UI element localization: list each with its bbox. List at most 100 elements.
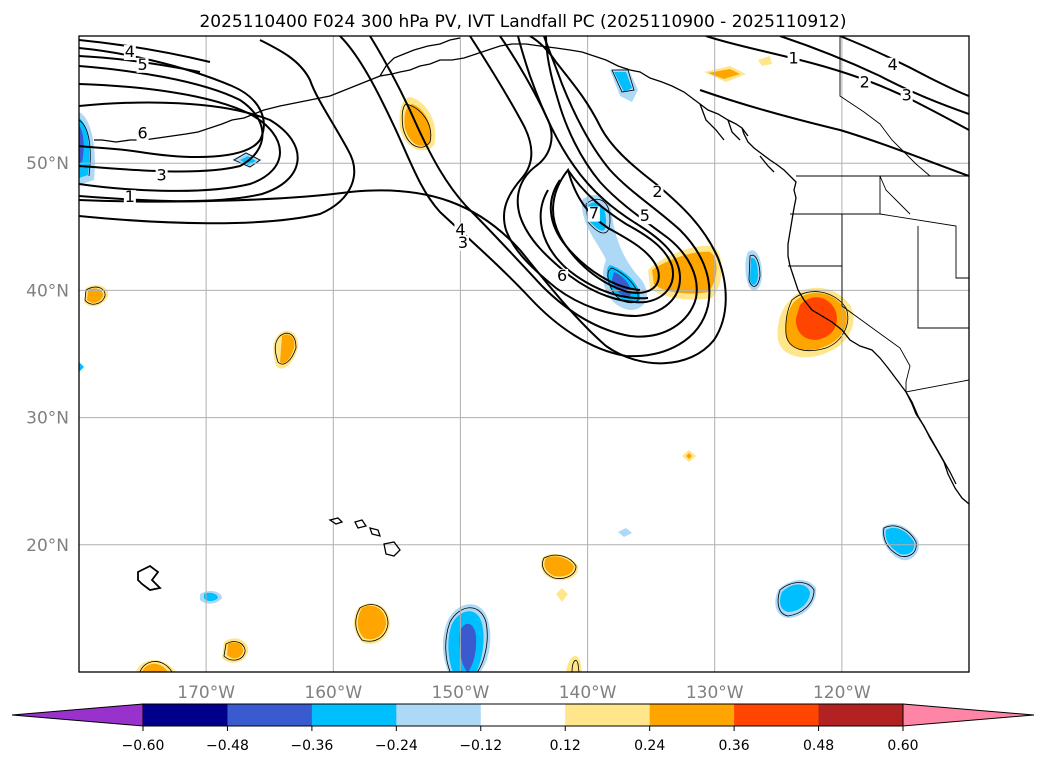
lat-tick-label: 30°N bbox=[26, 409, 69, 429]
pv-contours bbox=[79, 36, 969, 591]
pv-label-backdrop bbox=[123, 45, 136, 61]
outline bbox=[748, 254, 761, 287]
pv-label-backdrop bbox=[123, 190, 136, 206]
colorbar-tick-label: 0.48 bbox=[803, 738, 834, 754]
lon-tick-label: 120°W bbox=[813, 683, 871, 703]
border-states bbox=[788, 175, 969, 393]
pv-label-backdrop bbox=[136, 57, 149, 73]
anomaly-negative bbox=[885, 527, 915, 555]
coastlines bbox=[94, 37, 969, 557]
map-background bbox=[79, 36, 969, 672]
pv-label-backdrop bbox=[886, 57, 899, 73]
ivt-shading bbox=[79, 56, 919, 672]
pv-label-backdrop bbox=[456, 235, 469, 251]
anomaly-negative bbox=[750, 257, 758, 285]
pv-contour bbox=[779, 36, 969, 115]
anomaly-positive bbox=[357, 605, 386, 640]
pv-contour-label: 6 bbox=[557, 266, 567, 285]
colorbar-bin bbox=[143, 704, 228, 726]
lon-tick-label: 140°W bbox=[559, 683, 617, 703]
colorbar-bin bbox=[227, 704, 313, 726]
pv-contour-label: 5 bbox=[137, 55, 147, 74]
lat-tick-label: 20°N bbox=[26, 536, 69, 556]
pv-label-backdrop bbox=[900, 88, 913, 104]
pv-contour bbox=[79, 39, 356, 225]
coastline-north-america bbox=[629, 69, 969, 505]
pv-contour bbox=[339, 36, 711, 358]
outline bbox=[79, 119, 91, 177]
colorbar-tick-label: 0.24 bbox=[634, 738, 665, 754]
anomaly-negative bbox=[618, 528, 632, 537]
anomaly-negative bbox=[459, 623, 477, 672]
pv-label-backdrop bbox=[858, 75, 871, 91]
coastline-alaska-peninsula bbox=[271, 75, 381, 109]
anomaly-positive bbox=[708, 69, 740, 79]
pv-contour bbox=[499, 36, 674, 304]
outline bbox=[785, 291, 849, 351]
pv-contour-label: 4 bbox=[125, 42, 135, 61]
anomaly-negative bbox=[614, 72, 632, 92]
colorbar-bin bbox=[396, 704, 482, 726]
anomaly-positive bbox=[556, 588, 568, 602]
coastline-alaska-north bbox=[379, 37, 461, 77]
anomaly-negative bbox=[780, 584, 810, 612]
pv-label-backdrop bbox=[556, 268, 569, 284]
colorbar-bin bbox=[311, 704, 397, 726]
outline bbox=[571, 659, 580, 672]
pv-contour-label: 2 bbox=[652, 182, 662, 201]
pv-contour-label: 2 bbox=[860, 73, 870, 92]
border-canada-alaska bbox=[839, 36, 931, 177]
colorbar-extend-min bbox=[11, 703, 144, 727]
colorbar-tick-label: 0.36 bbox=[719, 738, 750, 754]
ivt-anomaly-outlines bbox=[79, 69, 917, 672]
pv-contour bbox=[705, 36, 969, 131]
colorbar-bin bbox=[565, 704, 651, 726]
coastline-baja bbox=[905, 391, 957, 485]
colorbar-tick-label: −0.12 bbox=[459, 738, 502, 754]
coastline-hawaii bbox=[328, 517, 401, 557]
lon-tick-label: 170°W bbox=[177, 683, 235, 703]
pv-contour bbox=[839, 36, 969, 97]
pv-label-backdrop bbox=[787, 51, 800, 67]
pv-contour-label: 7 bbox=[589, 204, 599, 223]
anomaly-positive bbox=[87, 288, 104, 303]
pv-contour-label: 5 bbox=[640, 206, 650, 225]
pv-contour bbox=[369, 36, 698, 338]
coastline-bc-islands bbox=[699, 103, 775, 173]
anomaly-positive bbox=[280, 334, 295, 364]
anomaly-negative bbox=[79, 362, 84, 372]
pv-contour bbox=[79, 83, 281, 192]
pv-label-backdrop bbox=[638, 209, 651, 225]
pv-label-backdrop bbox=[155, 168, 168, 184]
colorbar-bin bbox=[818, 704, 904, 726]
colorbar-bin bbox=[480, 704, 566, 726]
pv-contour-label: 3 bbox=[458, 233, 468, 252]
colorbar-tick-label: −0.48 bbox=[206, 738, 249, 754]
political-borders bbox=[788, 36, 969, 393]
pv-contour-label: 4 bbox=[455, 220, 465, 239]
pv-contour bbox=[539, 179, 649, 300]
outline bbox=[84, 286, 106, 305]
pv-contour bbox=[469, 36, 682, 318]
colorbar-tick-label: 0.60 bbox=[887, 738, 918, 754]
lon-tick-label: 150°W bbox=[432, 683, 490, 703]
lat-tick-label: 40°N bbox=[26, 281, 69, 301]
lon-tick-label: 160°W bbox=[304, 683, 362, 703]
lat-tick-label: 50°N bbox=[26, 154, 69, 174]
pv-contour-label: 3 bbox=[157, 165, 167, 184]
colorbar-extend-max bbox=[902, 703, 1035, 727]
outline bbox=[355, 604, 389, 642]
coastline-aleutians bbox=[94, 107, 273, 143]
outline bbox=[542, 554, 577, 579]
anomaly-positive bbox=[142, 663, 168, 672]
pv-label-backdrop bbox=[587, 206, 600, 222]
pv-label-backdrop bbox=[651, 185, 664, 200]
anomaly-negative bbox=[79, 125, 84, 164]
pv-contour-label: 4 bbox=[888, 55, 898, 74]
colorbar-tick-label: −0.60 bbox=[122, 738, 165, 754]
outline bbox=[274, 332, 297, 365]
pv-label-backdrop bbox=[454, 223, 467, 239]
colorbar-bin bbox=[734, 704, 820, 726]
